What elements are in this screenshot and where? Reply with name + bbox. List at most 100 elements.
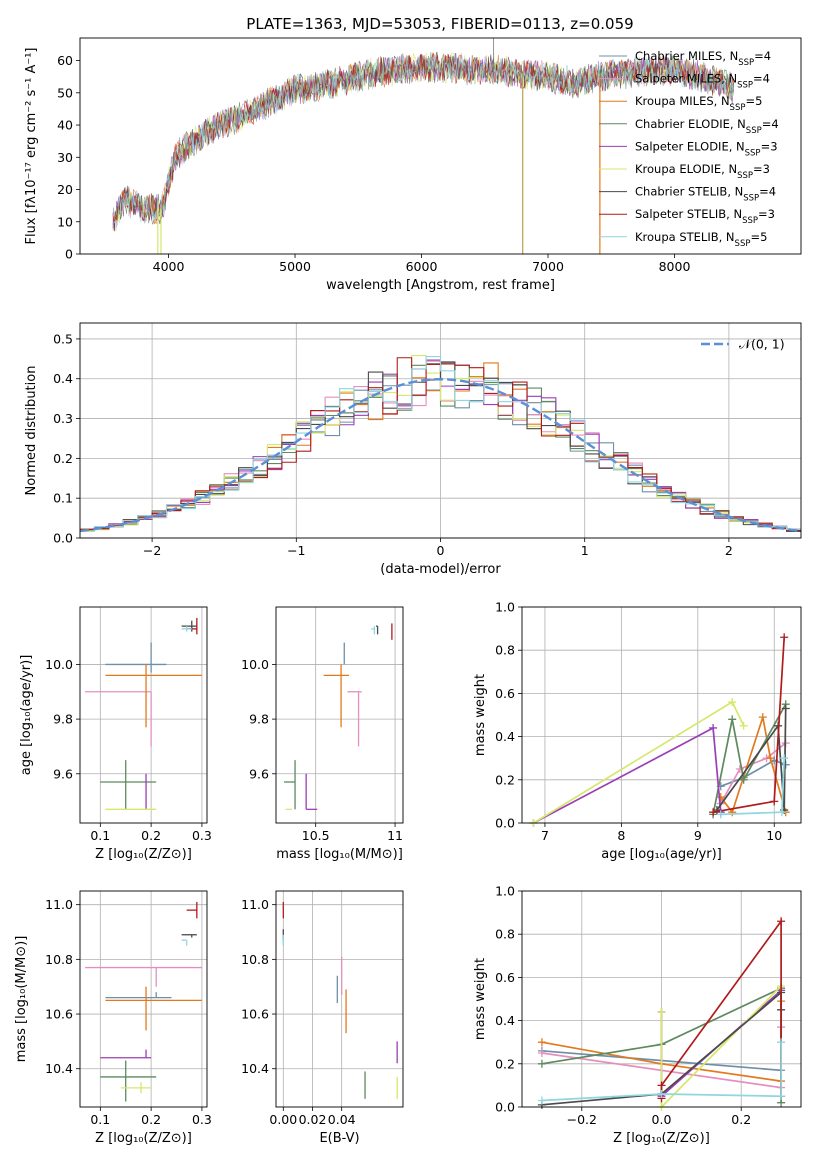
weight-point-marker — [735, 765, 744, 773]
weight-point-marker — [758, 713, 767, 722]
mass-vs-EBV-plot-area — [282, 901, 398, 1099]
axes-frame — [79, 606, 208, 824]
y-tick-label: 0.8 — [495, 927, 515, 942]
weight-vs-Z-plot-area — [537, 917, 786, 1111]
legend-entry: Salpeter STELIB, NSSP=3 — [635, 207, 775, 226]
y-tick-label: 10.6 — [241, 1007, 269, 1022]
x-tick-label: −0.2 — [567, 1112, 597, 1127]
x-tick-label: 0.00 — [269, 1112, 297, 1127]
x-tick-label: 4000 — [153, 259, 185, 274]
y-tick-label: 0.2 — [495, 772, 515, 787]
weight-point-marker — [777, 917, 786, 926]
x-tick-label: 8 — [617, 828, 625, 843]
x-tick-label: 1 — [581, 543, 589, 558]
weight-point-marker — [739, 775, 748, 784]
age-vs-mass-panel: 10.5 11 9.6 9.8 10.0 mass [log₁₀(M/M⊙)] — [241, 606, 404, 862]
x-tick-label: 0.02 — [299, 1112, 327, 1127]
weight-series-line — [541, 1042, 782, 1102]
x-axis-label: Z [log₁₀(Z/Z⊙)] — [95, 1131, 192, 1146]
y-tick-label: 0.6 — [495, 970, 515, 985]
weight-point-marker — [777, 808, 786, 817]
y-tick-label: 10 — [57, 214, 73, 229]
y-tick-label: 10.6 — [45, 1007, 73, 1022]
weight-point-marker — [777, 1092, 786, 1101]
y-tick-label: 11.0 — [45, 897, 73, 912]
y-tick-label: 9.8 — [249, 712, 269, 727]
y-tick-label: 0.5 — [53, 331, 73, 346]
age-vs-Z-plot-area — [85, 617, 202, 810]
legend-entry: Salpeter MILES, NSSP=4 — [635, 72, 770, 91]
x-tick-label: −1 — [287, 543, 305, 558]
legend: Chabrier MILES, NSSP=4 Salpeter MILES, NS… — [599, 49, 779, 249]
y-axis-label: Flux [fλ10⁻¹⁷ erg cm⁻² s⁻¹ A⁻¹] — [24, 48, 39, 245]
x-tick-label: 10.5 — [302, 828, 330, 843]
x-tick-label: 7 — [541, 828, 549, 843]
x-tick-label: 0.2 — [141, 1112, 161, 1127]
x-tick-label: 0.3 — [192, 1112, 212, 1127]
y-tick-label: 0.0 — [495, 816, 515, 831]
x-axis-label: wavelength [Angstrom, rest frame] — [326, 278, 555, 293]
weight-point-marker — [739, 721, 748, 730]
x-tick-label: 10 — [766, 828, 782, 843]
x-tick-label: −2 — [143, 543, 161, 558]
x-tick-label: 0.3 — [192, 828, 212, 843]
x-tick-label: 2 — [725, 543, 733, 558]
x-tick-label: 0.1 — [90, 828, 110, 843]
legend-entry: Kroupa MILES, NSSP=5 — [635, 94, 762, 113]
y-axis-label: mass weight — [473, 958, 488, 1040]
y-tick-label: 0.8 — [495, 643, 515, 658]
weight-point-marker — [777, 1038, 786, 1047]
weight-point-marker — [716, 810, 725, 819]
x-tick-label: 6000 — [406, 259, 438, 274]
spectrum-line — [112, 54, 734, 232]
legend-entry: Kroupa ELODIE, NSSP=3 — [635, 162, 770, 181]
age-vs-Z-panel: 0.1 0.2 0.3 9.6 9.8 10.0 Z [log₁₀(Z/Z⊙)] age [l… — [19, 606, 212, 862]
y-tick-label: 9.6 — [53, 766, 73, 781]
legend-entry: Chabrier STELIB, NSSP=4 — [635, 185, 776, 204]
x-tick-label: 0 — [437, 543, 445, 558]
age-vs-mass-plot-area — [283, 623, 393, 810]
normal-curve — [80, 377, 801, 533]
x-tick-label: 0.2 — [731, 1112, 751, 1127]
weight-vs-Z-panel: −0.2 0.0 0.2 0.0 0.2 0.4 0.6 0.8 1.0 Z [log₁₀(Z/Z… — [473, 884, 802, 1146]
y-tick-label: 0.3 — [53, 411, 73, 426]
legend-entry: Chabrier MILES, NSSP=4 — [635, 49, 771, 68]
y-tick-label: 0.2 — [53, 451, 73, 466]
y-tick-label: 10.0 — [241, 657, 269, 672]
legend-entry: 𝒩(0, 1) — [739, 337, 785, 352]
y-tick-label: 0.2 — [495, 1056, 515, 1071]
weight-point-marker — [728, 715, 737, 724]
y-tick-label: 0.4 — [495, 1013, 515, 1028]
y-tick-label: 10.0 — [45, 657, 73, 672]
spectrum-line — [112, 53, 734, 232]
weight-point-marker — [657, 1081, 666, 1090]
x-axis-label: E(B-V) — [319, 1131, 359, 1146]
y-axis-label: mass [log₁₀(M/M⊙)] — [14, 936, 29, 1063]
x-tick-label: 5000 — [279, 259, 311, 274]
mass-vs-Z-plot-area — [85, 901, 202, 1102]
y-tick-label: 10.8 — [45, 952, 73, 967]
weight-point-marker — [537, 1038, 546, 1047]
weight-point-marker — [657, 1090, 666, 1099]
y-tick-label: 0.0 — [53, 531, 73, 546]
weight-point-marker — [770, 797, 779, 806]
x-tick-label: 11 — [387, 828, 403, 843]
weight-point-marker — [780, 633, 789, 642]
x-tick-label: 9 — [694, 828, 702, 843]
legend-entry: Chabrier ELODIE, NSSP=4 — [635, 117, 779, 136]
y-tick-label: 9.8 — [53, 712, 73, 727]
axes-frame — [275, 890, 404, 1108]
y-tick-label: 0.4 — [53, 371, 73, 386]
x-axis-label: mass [log₁₀(M/M⊙)] — [276, 847, 403, 862]
y-tick-label: 1.0 — [495, 600, 515, 615]
x-axis-label: Z [log₁₀(Z/Z⊙)] — [95, 847, 192, 862]
weight-point-marker — [728, 698, 737, 707]
x-axis-label: (data-model)/error — [380, 562, 501, 577]
x-axis-label: age [log₁₀(age/yr)] — [601, 847, 722, 862]
y-tick-label: 60 — [57, 53, 73, 68]
axes-frame — [521, 890, 802, 1108]
legend-entry: Kroupa STELIB, NSSP=5 — [635, 230, 767, 249]
weight-series-line — [712, 703, 787, 815]
residuals-panel: −2 −1 0 1 2 0.0 0.1 0.2 0.3 0.4 0.5 (data-model)/er… — [24, 322, 802, 577]
